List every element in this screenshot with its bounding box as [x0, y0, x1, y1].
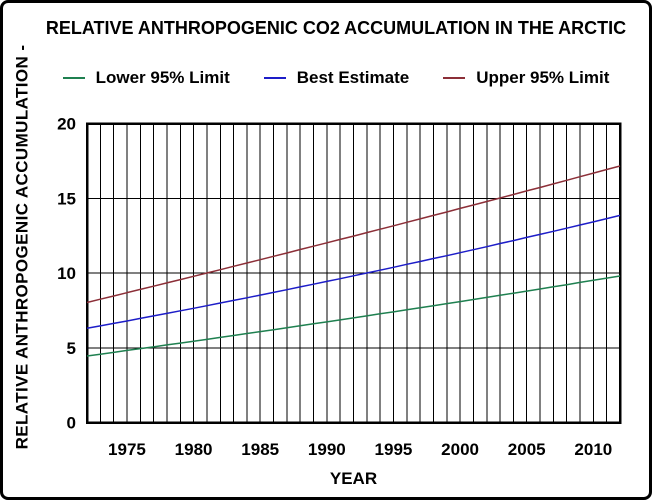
svg-text:5: 5	[67, 339, 76, 358]
svg-text:2005: 2005	[508, 440, 546, 459]
x-axis-title: YEAR	[329, 469, 378, 488]
legend-item-lower-95-limit: Lower 95% Limit	[62, 68, 230, 88]
svg-text:1980: 1980	[175, 440, 213, 459]
svg-text:1985: 1985	[241, 440, 279, 459]
legend-line-sample-icon	[62, 77, 85, 79]
svg-text:1995: 1995	[375, 440, 413, 459]
plot-area: 0 5 10 15 20 1975 1980 1985 1990 1995 2000 2005 2010	[57, 115, 622, 459]
chart-title: RELATIVE ANTHROPOGENIC CO2 ACCUMULATION …	[45, 18, 627, 38]
svg-text:20: 20	[57, 115, 76, 134]
svg-text:1975: 1975	[108, 440, 146, 459]
legend-line-sample-icon	[443, 77, 466, 79]
svg-text:15: 15	[57, 189, 76, 208]
legend-item-best-estimate: Best Estimate	[263, 68, 410, 88]
svg-text:1990: 1990	[308, 440, 346, 459]
legend-item-upper-95-limit: Upper 95% Limit	[443, 68, 609, 88]
svg-text:0: 0	[67, 414, 76, 433]
legend-label: Upper 95% Limit	[476, 68, 610, 87]
legend-label: Best Estimate	[296, 68, 410, 87]
svg-text:10: 10	[57, 264, 76, 283]
legend-label: Lower 95% Limit	[95, 68, 230, 87]
svg-text:2000: 2000	[441, 440, 479, 459]
legend: Lower 95% Limit Best Estimate Upper 95% …	[33, 66, 639, 90]
svg-text:2010: 2010	[574, 440, 612, 459]
legend-line-sample-icon	[263, 77, 286, 79]
